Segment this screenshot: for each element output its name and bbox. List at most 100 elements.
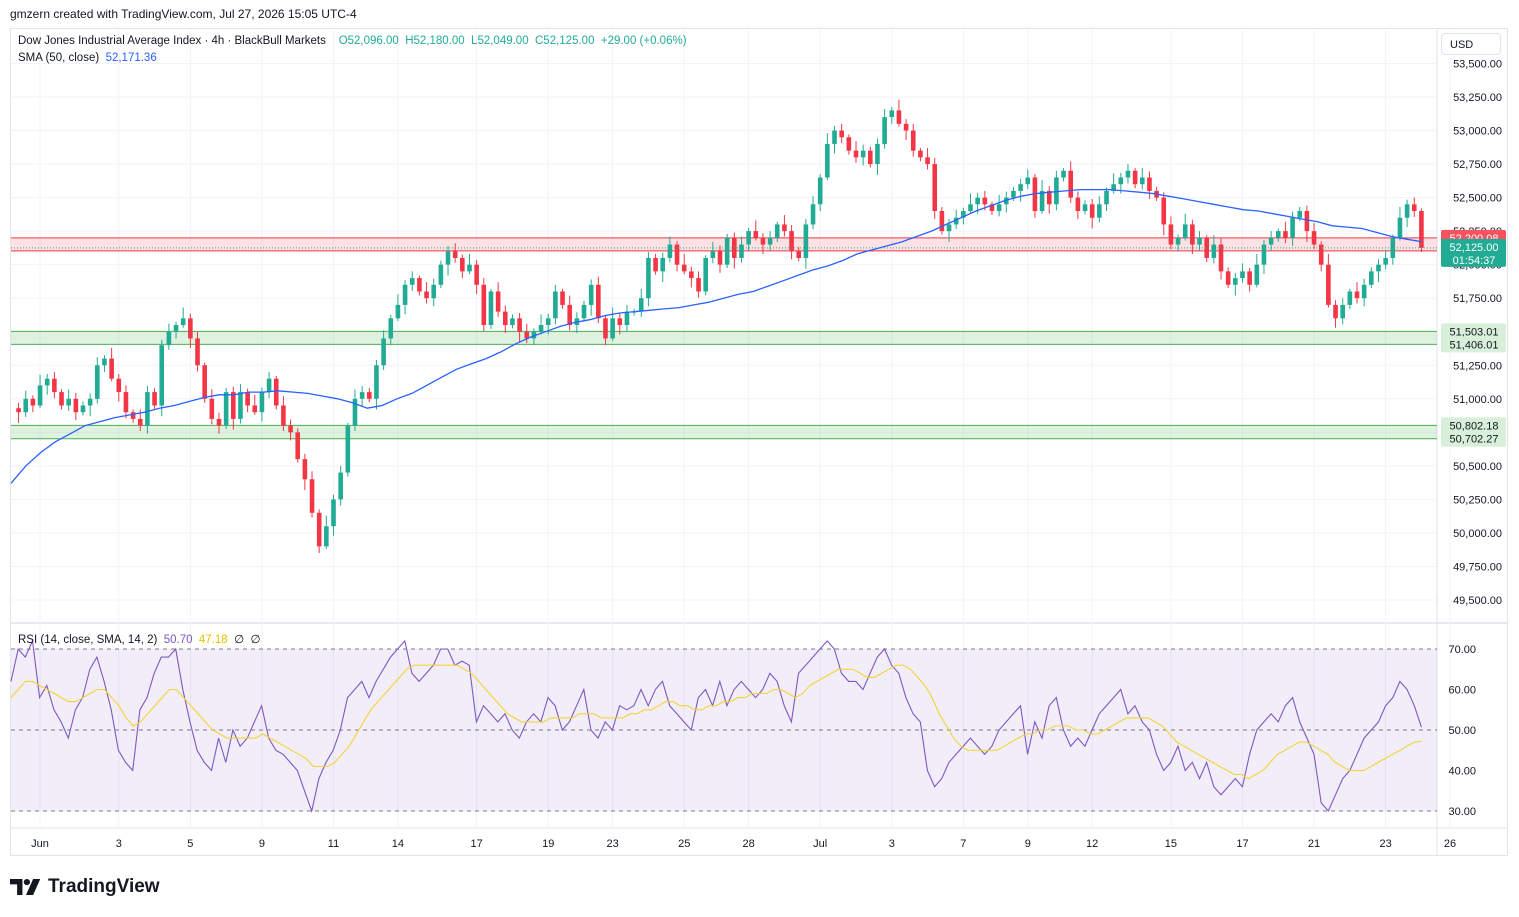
price-tick-label: 50,250.00 (1453, 494, 1502, 506)
candle-body (495, 291, 501, 312)
candle-body (1419, 211, 1424, 248)
price-tick-label: 51,750.00 (1453, 293, 1502, 305)
time-tick-label: Jul (813, 838, 827, 850)
candle-body (710, 251, 716, 258)
candle-body (1261, 244, 1267, 265)
candle-body (825, 143, 830, 178)
tv-logo-icon (10, 879, 41, 895)
candle-body (696, 278, 701, 292)
candle-body (73, 398, 79, 413)
candle-body (188, 318, 193, 339)
ohlc-open: O52,096.00 (338, 35, 399, 47)
candle-body (1197, 237, 1202, 245)
support-2-label: 50,802.18 (1450, 420, 1499, 432)
candle-body (309, 479, 315, 513)
candle-body (961, 211, 966, 218)
sma-value: 52,171.36 (105, 52, 157, 64)
candle-body (1225, 271, 1231, 285)
candle-body (774, 224, 780, 238)
candle-body (324, 526, 329, 547)
tradingview-logo[interactable]: TradingView (10, 876, 160, 898)
candle-body (173, 325, 179, 332)
candle-body (545, 318, 551, 326)
ohlc-close: C52,125.00 (535, 35, 595, 47)
candle-body (259, 392, 265, 413)
candle-body (488, 291, 494, 326)
candle-body (1290, 217, 1295, 238)
time-tick-label: 11 (328, 838, 339, 850)
price-tick-label: 49,500.00 (1453, 595, 1502, 607)
support-2-label-bg (1441, 430, 1506, 447)
candle-body (581, 304, 587, 319)
currency-selector[interactable]: USD (1441, 33, 1501, 55)
candle-body (1011, 190, 1016, 198)
candle-body (409, 278, 415, 285)
candle-body (660, 257, 666, 272)
candle-body (166, 331, 172, 346)
candle-body (1347, 291, 1353, 305)
candle-body (1168, 224, 1174, 245)
candle-body (1175, 237, 1181, 245)
candle-body (517, 318, 522, 332)
symbol-title[interactable]: Dow Jones Industrial Average Index · 4h … (18, 35, 326, 47)
candle-body (1068, 170, 1074, 198)
candle-body (832, 130, 837, 144)
rsi-tick-label: 40.00 (1448, 766, 1476, 778)
candle-body (538, 325, 544, 332)
candle-body (982, 197, 988, 205)
candle-body (588, 284, 594, 305)
time-tick-label: 9 (259, 838, 265, 850)
rsi-ma-line (10, 664, 1422, 780)
candle-body (295, 432, 301, 460)
candle-body (1369, 271, 1374, 285)
candle-body (59, 392, 64, 406)
rsi-tick-label: 70.00 (1448, 644, 1476, 656)
candle-body (474, 264, 479, 285)
candle-body (531, 331, 537, 339)
candle-body (1304, 211, 1310, 232)
candle-body (1118, 177, 1124, 185)
last-price-label-bg (1441, 238, 1506, 267)
candle-body (1161, 197, 1167, 225)
candle-body (502, 311, 508, 326)
candle-body (395, 304, 401, 319)
support-2-zone (11, 425, 1437, 439)
candle-body (603, 318, 608, 339)
price-tick-label: 52,500.00 (1453, 193, 1502, 205)
candle-body (1333, 304, 1338, 319)
sma-legend[interactable]: SMA (50, close) 52,171.36 (18, 52, 157, 64)
candle-body (152, 392, 157, 406)
rsi-legend[interactable]: RSI (14, close, SMA, 14, 2) 50.70 47.18 … (18, 632, 261, 646)
candle-body (37, 385, 43, 406)
candle-body (1268, 237, 1274, 245)
candle-body (1025, 177, 1031, 185)
candle-body (266, 378, 272, 393)
candle-body (989, 204, 995, 212)
rsi-extra-1: ∅ (234, 634, 245, 646)
support-1-label: 51,503.01 (1450, 326, 1499, 338)
ohlc-high: H52,180.00 (405, 35, 465, 47)
candle-body (767, 237, 773, 245)
candle-body (1354, 291, 1360, 299)
chart-frame (10, 28, 1508, 856)
candle-body (1297, 211, 1303, 218)
candle-body (1111, 184, 1116, 191)
candle-body (16, 408, 21, 413)
candle-body (1404, 204, 1410, 218)
candle-body (860, 150, 866, 158)
candle-body (868, 150, 873, 165)
candle-body (667, 244, 673, 258)
support-1-label: 51,406.01 (1450, 339, 1499, 351)
candle-body (366, 392, 372, 399)
candle-body (316, 512, 322, 547)
candle-body (381, 338, 386, 366)
candle-body (1318, 244, 1324, 265)
candle-body (596, 284, 601, 319)
candle-body (145, 392, 150, 426)
candle-body (846, 137, 852, 151)
candle-body (1211, 244, 1217, 258)
main-legend: Dow Jones Industrial Average Index · 4h … (18, 35, 687, 47)
candle-body (968, 204, 973, 212)
rsi-label: RSI (14, close, SMA, 14, 2) (18, 634, 158, 646)
